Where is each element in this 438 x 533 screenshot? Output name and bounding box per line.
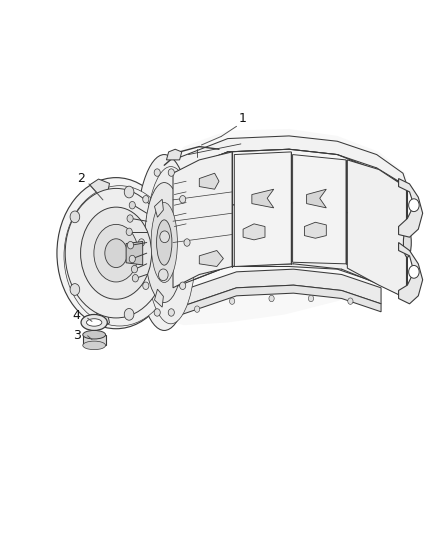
Circle shape [409, 199, 419, 212]
Polygon shape [304, 222, 326, 238]
Text: 4: 4 [73, 309, 81, 322]
Circle shape [159, 269, 168, 281]
Ellipse shape [83, 341, 106, 350]
Text: 2: 2 [77, 172, 85, 185]
Circle shape [70, 284, 80, 295]
Polygon shape [173, 203, 407, 298]
Ellipse shape [86, 319, 102, 326]
Circle shape [124, 309, 134, 320]
Ellipse shape [145, 182, 184, 303]
Polygon shape [399, 243, 423, 304]
Polygon shape [155, 199, 163, 217]
Polygon shape [234, 152, 291, 266]
Circle shape [168, 309, 174, 316]
Text: 3: 3 [73, 329, 81, 342]
Ellipse shape [94, 224, 138, 282]
Ellipse shape [157, 220, 172, 265]
Polygon shape [252, 189, 274, 208]
Circle shape [194, 306, 200, 312]
Ellipse shape [151, 203, 177, 282]
Polygon shape [173, 136, 407, 187]
Circle shape [131, 265, 138, 273]
Circle shape [143, 282, 149, 289]
Circle shape [308, 295, 314, 302]
Ellipse shape [145, 166, 196, 324]
Circle shape [124, 186, 134, 198]
Ellipse shape [83, 330, 106, 339]
Polygon shape [145, 129, 410, 325]
Circle shape [180, 282, 186, 289]
Polygon shape [307, 189, 326, 208]
Ellipse shape [81, 314, 107, 330]
Circle shape [126, 228, 132, 236]
Ellipse shape [65, 189, 167, 318]
Polygon shape [90, 179, 110, 197]
Polygon shape [199, 173, 219, 189]
Circle shape [127, 215, 133, 222]
Polygon shape [347, 160, 406, 298]
Circle shape [127, 241, 134, 249]
Ellipse shape [64, 185, 175, 326]
Circle shape [184, 239, 190, 246]
Circle shape [70, 211, 80, 223]
Ellipse shape [57, 177, 175, 329]
Circle shape [160, 231, 170, 243]
Circle shape [129, 255, 135, 263]
Circle shape [230, 298, 235, 304]
Polygon shape [173, 149, 407, 243]
Circle shape [409, 265, 419, 278]
Ellipse shape [403, 228, 411, 257]
Polygon shape [166, 149, 182, 160]
Circle shape [143, 196, 149, 203]
Polygon shape [90, 309, 110, 327]
Circle shape [180, 196, 186, 203]
Ellipse shape [105, 239, 127, 268]
Circle shape [269, 295, 274, 302]
Ellipse shape [136, 155, 193, 330]
Polygon shape [243, 224, 265, 240]
Polygon shape [155, 289, 163, 307]
Polygon shape [293, 155, 346, 264]
Polygon shape [173, 152, 232, 288]
Ellipse shape [81, 207, 152, 299]
Circle shape [154, 169, 160, 176]
Polygon shape [182, 269, 381, 306]
Polygon shape [126, 241, 143, 265]
Circle shape [132, 274, 138, 282]
Circle shape [168, 169, 174, 176]
Circle shape [129, 201, 135, 209]
Polygon shape [83, 335, 106, 345]
Circle shape [138, 239, 145, 246]
Circle shape [348, 298, 353, 304]
Polygon shape [399, 179, 423, 237]
Polygon shape [182, 285, 381, 314]
Circle shape [154, 309, 160, 316]
Polygon shape [199, 251, 223, 266]
Text: 1: 1 [239, 112, 247, 125]
